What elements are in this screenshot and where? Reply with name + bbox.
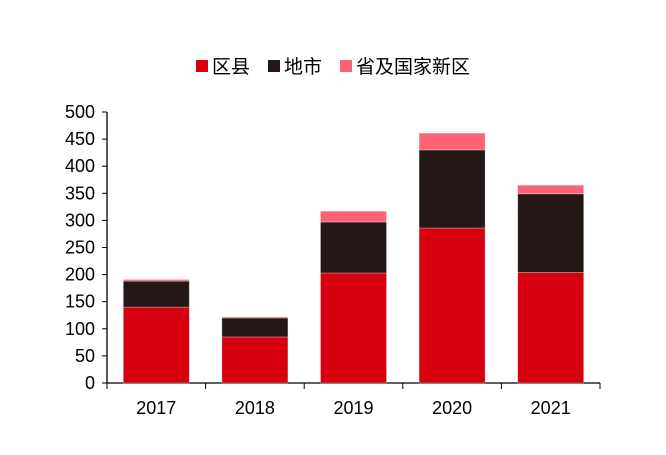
legend-item-city: 地市 (267, 52, 322, 79)
bar-segment-2018-1 (221, 317, 289, 338)
y-tick-label: 300 (65, 210, 95, 230)
bar-segment-2019-0 (320, 272, 387, 384)
bar-segment-2020-0 (418, 227, 486, 384)
bar-segment-2019-1 (320, 221, 387, 274)
bar-segment-2020-1 (418, 149, 486, 229)
bar-segment-2017-0 (122, 306, 190, 384)
legend-swatch (267, 59, 280, 72)
legend-swatch (340, 59, 352, 72)
bar-segment-2021-2 (517, 184, 585, 195)
x-tick-label: 2021 (531, 398, 571, 418)
legend-swatch (195, 59, 208, 72)
bar-segment-2018-2 (221, 316, 289, 319)
bar-segment-2018-0 (221, 336, 289, 384)
legend-item-province: 省及国家新区 (340, 52, 470, 79)
y-tick-label: 100 (65, 319, 95, 339)
x-tick-label: 2017 (136, 398, 176, 418)
y-tick-label: 500 (65, 102, 95, 122)
y-tick-label: 350 (65, 183, 95, 203)
y-tick-label: 450 (65, 129, 95, 149)
bar-segment-2017-2 (122, 279, 190, 282)
bar-segment-2021-1 (517, 193, 585, 273)
legend-item-county: 区县 (195, 52, 250, 79)
y-tick-label: 150 (65, 292, 95, 312)
bar-segment-2019-2 (320, 210, 387, 223)
bar-segment-2017-1 (122, 280, 190, 308)
y-tick-label: 250 (65, 238, 95, 258)
y-tick-label: 200 (65, 265, 95, 285)
legend: 区县 地市 省及国家新区 (0, 52, 666, 79)
legend-label: 省及国家新区 (356, 57, 471, 78)
x-tick-label: 2020 (432, 398, 472, 418)
y-tick-label: 50 (75, 346, 95, 366)
y-tick-label: 400 (65, 156, 95, 176)
y-tick-label: 0 (85, 373, 95, 393)
x-tick-label: 2018 (235, 398, 275, 418)
bar-segment-2020-2 (418, 132, 486, 151)
legend-label: 地市 (283, 57, 322, 78)
legend-label: 区县 (211, 57, 250, 78)
bar-segment-2021-0 (517, 272, 585, 384)
x-tick-label: 2019 (333, 398, 373, 418)
